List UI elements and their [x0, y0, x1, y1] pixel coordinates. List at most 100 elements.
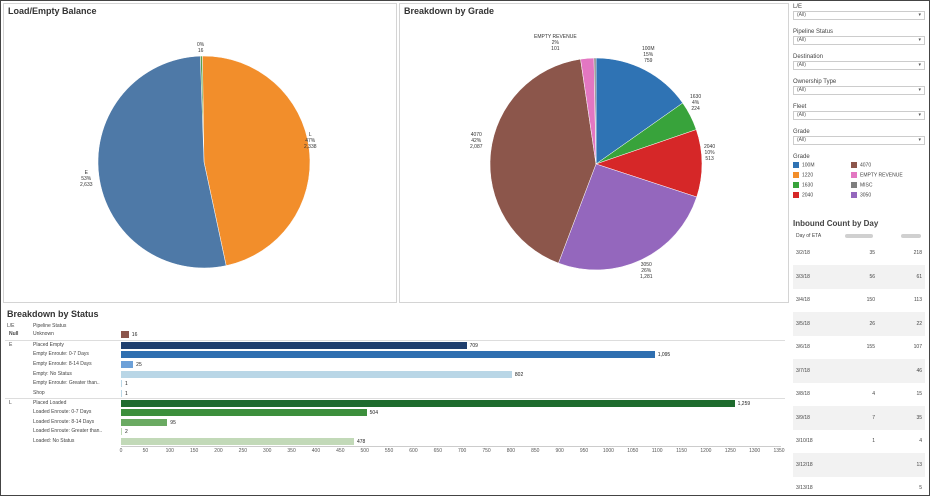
inbound-row[interactable]: 3/8/18 4 15: [793, 382, 925, 406]
legend-label: 4070: [860, 162, 872, 169]
filter-dropdown-value: (All): [797, 12, 806, 18]
legend-item[interactable]: 4070: [851, 162, 871, 169]
status-bar-value: 802: [514, 372, 524, 378]
status-axis-tick: 0: [119, 448, 123, 454]
filter-dropdown[interactable]: (All) ▾: [793, 61, 925, 70]
status-bar-value: 2: [125, 429, 128, 435]
status-bar[interactable]: [121, 419, 168, 426]
pie-slice-3050[interactable]: [558, 163, 698, 271]
filter-label: L/E: [793, 4, 803, 10]
filter-dropdown-value: (All): [797, 62, 806, 68]
filter-dropdown[interactable]: (All) ▾: [793, 136, 925, 145]
legend-item[interactable]: 2040: [793, 192, 813, 199]
status-axis-tick: 1100: [651, 448, 663, 454]
pie-slice-100m[interactable]: [595, 57, 684, 165]
inbound-head-day: Day of ETA: [796, 233, 822, 239]
status-group-label: Null: [9, 331, 19, 337]
pie-slice-e[interactable]: [97, 55, 227, 269]
status-axis-tick: 150: [189, 448, 199, 454]
status-axis-tick: 1050: [627, 448, 639, 454]
legend-label: EMPTY REVENUE: [860, 172, 903, 179]
status-axis-tick: 300: [263, 448, 272, 454]
status-group-divider: [5, 398, 785, 399]
load-empty-pie[interactable]: [4, 4, 398, 304]
inbound-row[interactable]: 3/4/18 150 113: [793, 288, 925, 312]
status-bar[interactable]: [121, 390, 122, 397]
filter-label: Ownership Type: [793, 79, 837, 85]
status-bar[interactable]: [121, 351, 655, 358]
inbound-row[interactable]: 3/7/18 46: [793, 358, 925, 383]
pie-slice-misc[interactable]: [593, 57, 597, 165]
inbound-header: Day of ETA: [793, 231, 925, 241]
legend-swatch: [793, 192, 799, 198]
inbound-row[interactable]: 3/9/18 7 35: [793, 405, 925, 430]
inbound-value-b: 46: [916, 367, 922, 374]
inbound-value-b: 15: [916, 391, 922, 397]
col-le-header: L/E: [7, 323, 15, 329]
filter-dropdown-value: (All): [797, 112, 806, 118]
status-axis-tick: 350: [287, 448, 296, 454]
status-bar[interactable]: [121, 409, 367, 416]
pie2-label-2040: 2040 10% 513: [704, 144, 716, 162]
grade-pie[interactable]: [400, 4, 790, 304]
inbound-row[interactable]: 3/3/18 56 61: [793, 264, 925, 289]
legend-item[interactable]: 1630: [793, 182, 813, 189]
inbound-value-b: 22: [916, 320, 922, 327]
status-row-label: Loaded Enroute: 8-14 Days: [33, 419, 95, 425]
filter-grade: Grade (All) ▾: [793, 128, 925, 145]
filter-dropdown-value: (All): [797, 87, 806, 93]
status-bar[interactable]: [121, 371, 512, 378]
status-bar[interactable]: [121, 342, 467, 349]
legend-item[interactable]: 3050: [851, 192, 871, 199]
filter-dropdown[interactable]: (All) ▾: [793, 111, 925, 120]
inbound-row[interactable]: 3/13/18 5: [793, 476, 925, 496]
pie2-label-empty-revenue: EMPTY REVENUE 2% 101: [534, 34, 577, 52]
status-bar[interactable]: [121, 361, 134, 368]
legend-label: 1220: [802, 172, 814, 179]
inbound-row[interactable]: 3/2/18 35 218: [793, 241, 925, 265]
legend-item[interactable]: MISC: [851, 182, 873, 189]
status-bar[interactable]: [121, 400, 735, 407]
inbound-value-b: 218: [913, 250, 922, 256]
load-empty-panel: Load/Empty Balance 0% 16 L 47% 2,338 E 5…: [3, 3, 397, 303]
status-row-label: Empty Enroute: Greater than..: [33, 380, 100, 386]
pie-slice-4070[interactable]: [489, 58, 597, 264]
inbound-value-a: 7: [872, 414, 875, 421]
legend-label: MISC: [860, 182, 873, 189]
status-axis-tick: 450: [336, 448, 345, 454]
status-axis-tick: 550: [384, 448, 394, 454]
status-bar[interactable]: [121, 428, 122, 435]
status-title: Breakdown by Status: [7, 309, 99, 319]
inbound-day: 3/12/18: [796, 461, 813, 468]
status-axis-tick: 1250: [724, 448, 736, 454]
status-row-label: Shop: [33, 390, 45, 396]
status-bar-value: 16: [131, 332, 138, 338]
filter-dropdown[interactable]: (All) ▾: [793, 36, 925, 45]
status-group-divider: [5, 340, 785, 341]
inbound-row[interactable]: 3/6/18 155 107: [793, 335, 925, 359]
legend-item[interactable]: 100M: [793, 162, 815, 169]
inbound-row[interactable]: 3/12/18 13: [793, 452, 925, 477]
status-axis-tick: 500: [360, 448, 369, 454]
legend-swatch: [851, 172, 857, 178]
legend-item[interactable]: 1220: [793, 172, 813, 179]
status-bar-value: 95: [170, 420, 176, 426]
inbound-row[interactable]: 3/5/18 26 22: [793, 311, 925, 336]
status-bar[interactable]: [121, 438, 354, 445]
grade-legend-title: Grade: [793, 154, 810, 160]
filter-dropdown[interactable]: (All) ▾: [793, 86, 925, 95]
filter-dropdown-value: (All): [797, 37, 806, 43]
inbound-row[interactable]: 3/10/18 1 4: [793, 429, 925, 453]
pie-slice-l[interactable]: [202, 55, 311, 266]
pie1-label-l: L 47% 2,338: [304, 132, 317, 150]
inbound-title: Inbound Count by Day: [793, 219, 879, 228]
filter-dropdown[interactable]: (All) ▾: [793, 11, 925, 20]
inbound-day: 3/13/18: [796, 485, 813, 491]
status-bar[interactable]: [121, 331, 129, 338]
legend-item[interactable]: EMPTY REVENUE: [851, 172, 903, 179]
status-axis-tick: 600: [409, 448, 418, 454]
status-bar[interactable]: [121, 380, 122, 387]
inbound-value-a: 150: [866, 297, 875, 303]
blurred-header-b: [901, 234, 921, 238]
status-axis-tick: 1000: [602, 448, 614, 454]
